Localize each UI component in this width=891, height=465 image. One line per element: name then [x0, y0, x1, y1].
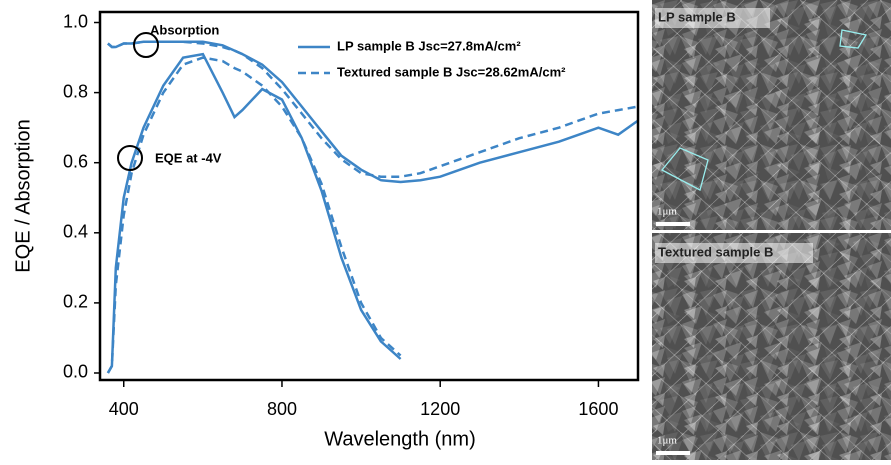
y-axis-label: EQE / Absorption — [12, 119, 34, 272]
sem-texture — [652, 0, 891, 230]
plot-frame — [98, 10, 640, 382]
curve-eqe — [106, 56, 402, 374]
image-label: Textured sample B — [658, 244, 773, 259]
x-tick-label: 400 — [109, 399, 139, 419]
curve-absorption — [107, 40, 639, 178]
y-tick-label: 0.2 — [63, 292, 88, 312]
annotation: Absorption — [150, 22, 219, 37]
grain-outline — [839, 29, 868, 49]
y-tick-label: 0.6 — [63, 151, 88, 171]
sem-panel: LP sample B 1μm Textured sample B 1μm — [652, 0, 891, 460]
label-bg — [655, 8, 770, 28]
x-tick-label: 1600 — [578, 399, 618, 419]
curve-absorption — [107, 40, 639, 184]
annotation-circle — [117, 145, 143, 171]
scale-label: 1μm — [657, 435, 677, 447]
x-axis-label: Wavelength (nm) — [324, 428, 476, 450]
annotation: EQE at -4V — [155, 150, 222, 165]
x-tick-label: 1200 — [420, 399, 460, 419]
y-tick-label: 0.8 — [63, 81, 88, 101]
annotation-circle — [133, 32, 159, 58]
legend-label: Textured sample B Jsc=28.62mA/cm² — [337, 64, 566, 79]
curve-eqe — [106, 52, 402, 374]
scale-label: 1μm — [657, 206, 677, 218]
x-tick-label: 800 — [267, 399, 297, 419]
scale-bar — [656, 451, 690, 455]
y-tick-label: 0.4 — [63, 222, 88, 242]
grain-outline — [660, 147, 709, 191]
legend-label: LP sample B Jsc=27.8mA/cm² — [337, 38, 521, 53]
sem-texture — [652, 233, 891, 460]
y-tick-label: 1.0 — [63, 11, 88, 31]
y-tick-label: 0.0 — [63, 362, 88, 382]
label-bg — [655, 243, 813, 263]
scale-bar — [656, 222, 690, 226]
image-label: LP sample B — [658, 9, 736, 24]
